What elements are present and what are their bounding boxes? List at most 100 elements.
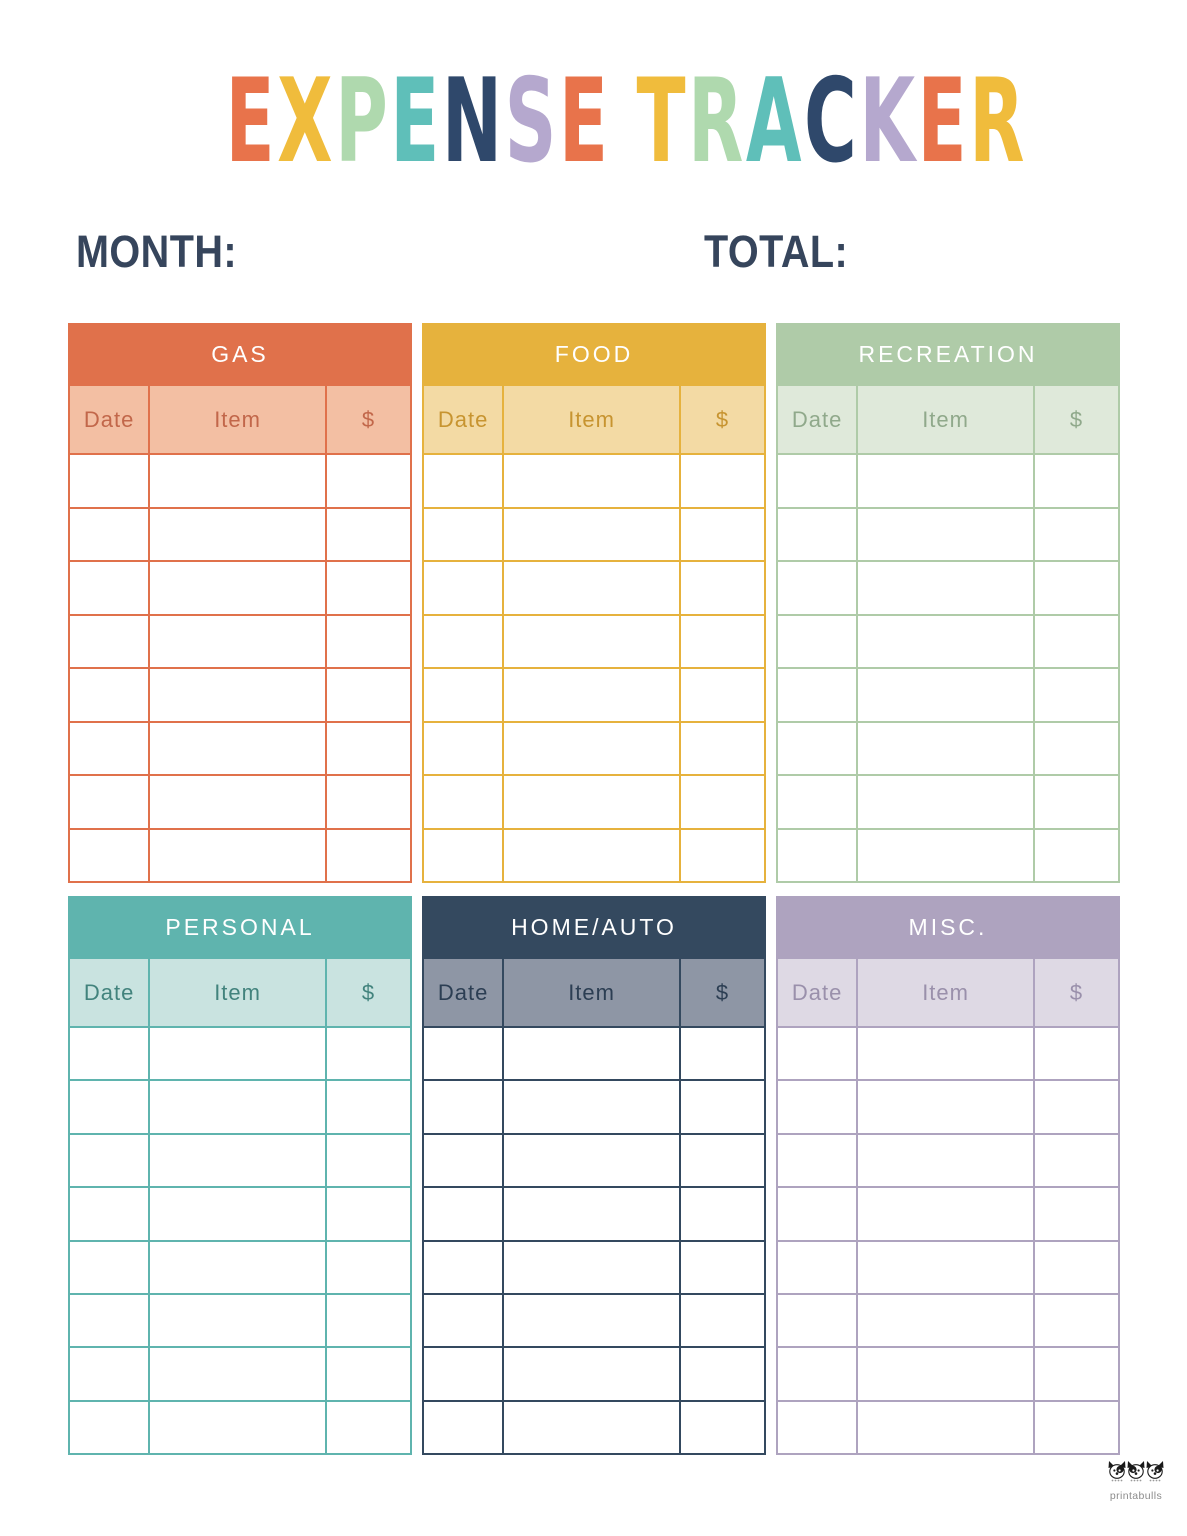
cell-item[interactable] <box>502 1241 679 1293</box>
cell-date[interactable] <box>70 508 149 560</box>
cell-amount[interactable] <box>324 562 410 614</box>
cell-date[interactable] <box>70 1134 149 1187</box>
cell-item[interactable] <box>856 508 1033 560</box>
cell-amount[interactable] <box>1032 1081 1118 1133</box>
cell-amount[interactable] <box>1032 508 1118 560</box>
cell-amount[interactable] <box>678 1348 764 1400</box>
cell-amount[interactable] <box>678 1134 764 1187</box>
cell-amount[interactable] <box>324 776 410 828</box>
cell-date[interactable] <box>424 1188 503 1240</box>
cell-date[interactable] <box>778 1081 857 1133</box>
cell-item[interactable] <box>148 776 325 828</box>
cell-amount[interactable] <box>324 1028 410 1080</box>
cell-item[interactable] <box>856 1401 1033 1453</box>
cell-item[interactable] <box>148 1401 325 1453</box>
cell-date[interactable] <box>424 1401 503 1453</box>
cell-amount[interactable] <box>324 1348 410 1400</box>
cell-item[interactable] <box>502 615 679 667</box>
cell-item[interactable] <box>502 1188 679 1240</box>
cell-amount[interactable] <box>678 562 764 614</box>
cell-item[interactable] <box>148 562 325 614</box>
cell-item[interactable] <box>148 1028 325 1080</box>
cell-amount[interactable] <box>678 1294 764 1347</box>
cell-date[interactable] <box>778 1188 857 1240</box>
cell-amount[interactable] <box>678 508 764 560</box>
cell-date[interactable] <box>70 1241 149 1293</box>
cell-amount[interactable] <box>1032 829 1118 881</box>
cell-item[interactable] <box>502 508 679 560</box>
cell-item[interactable] <box>856 1134 1033 1187</box>
cell-amount[interactable] <box>1032 1401 1118 1453</box>
cell-date[interactable] <box>778 1294 857 1347</box>
cell-date[interactable] <box>778 1134 857 1187</box>
cell-item[interactable] <box>502 1134 679 1187</box>
cell-item[interactable] <box>148 669 325 721</box>
cell-item[interactable] <box>856 615 1033 667</box>
cell-amount[interactable] <box>324 1134 410 1187</box>
cell-item[interactable] <box>856 1348 1033 1400</box>
cell-amount[interactable] <box>324 829 410 881</box>
cell-amount[interactable] <box>324 615 410 667</box>
cell-date[interactable] <box>70 1348 149 1400</box>
cell-amount[interactable] <box>324 1188 410 1240</box>
cell-item[interactable] <box>148 1188 325 1240</box>
cell-item[interactable] <box>856 1241 1033 1293</box>
cell-date[interactable] <box>424 1028 503 1080</box>
cell-item[interactable] <box>856 1081 1033 1133</box>
cell-date[interactable] <box>70 1401 149 1453</box>
cell-item[interactable] <box>856 1294 1033 1347</box>
cell-date[interactable] <box>778 722 857 774</box>
cell-item[interactable] <box>856 455 1033 507</box>
cell-date[interactable] <box>778 615 857 667</box>
cell-date[interactable] <box>70 776 149 828</box>
cell-item[interactable] <box>502 1081 679 1133</box>
cell-amount[interactable] <box>324 508 410 560</box>
cell-item[interactable] <box>856 722 1033 774</box>
cell-item[interactable] <box>148 1134 325 1187</box>
cell-item[interactable] <box>148 615 325 667</box>
cell-date[interactable] <box>70 669 149 721</box>
cell-date[interactable] <box>70 1294 149 1347</box>
cell-date[interactable] <box>424 615 503 667</box>
cell-date[interactable] <box>778 508 857 560</box>
cell-date[interactable] <box>778 562 857 614</box>
cell-item[interactable] <box>148 455 325 507</box>
cell-amount[interactable] <box>324 1401 410 1453</box>
cell-amount[interactable] <box>324 1294 410 1347</box>
cell-date[interactable] <box>778 669 857 721</box>
cell-item[interactable] <box>502 1348 679 1400</box>
cell-date[interactable] <box>424 1241 503 1293</box>
cell-date[interactable] <box>70 615 149 667</box>
cell-date[interactable] <box>424 1134 503 1187</box>
cell-item[interactable] <box>856 669 1033 721</box>
cell-amount[interactable] <box>678 829 764 881</box>
cell-item[interactable] <box>502 455 679 507</box>
cell-amount[interactable] <box>324 1241 410 1293</box>
cell-date[interactable] <box>778 1348 857 1400</box>
cell-date[interactable] <box>70 829 149 881</box>
cell-amount[interactable] <box>324 455 410 507</box>
cell-date[interactable] <box>424 669 503 721</box>
cell-date[interactable] <box>70 1188 149 1240</box>
cell-item[interactable] <box>502 1401 679 1453</box>
cell-amount[interactable] <box>1032 722 1118 774</box>
cell-date[interactable] <box>424 776 503 828</box>
cell-item[interactable] <box>502 1028 679 1080</box>
cell-amount[interactable] <box>324 669 410 721</box>
cell-date[interactable] <box>424 722 503 774</box>
cell-date[interactable] <box>778 1241 857 1293</box>
cell-date[interactable] <box>778 776 857 828</box>
cell-amount[interactable] <box>1032 615 1118 667</box>
cell-item[interactable] <box>148 829 325 881</box>
cell-date[interactable] <box>70 722 149 774</box>
cell-item[interactable] <box>856 562 1033 614</box>
cell-date[interactable] <box>70 1028 149 1080</box>
cell-date[interactable] <box>424 455 503 507</box>
cell-amount[interactable] <box>678 1188 764 1240</box>
cell-item[interactable] <box>502 829 679 881</box>
cell-amount[interactable] <box>1032 455 1118 507</box>
cell-amount[interactable] <box>1032 669 1118 721</box>
cell-date[interactable] <box>70 455 149 507</box>
cell-amount[interactable] <box>678 1241 764 1293</box>
cell-date[interactable] <box>424 508 503 560</box>
